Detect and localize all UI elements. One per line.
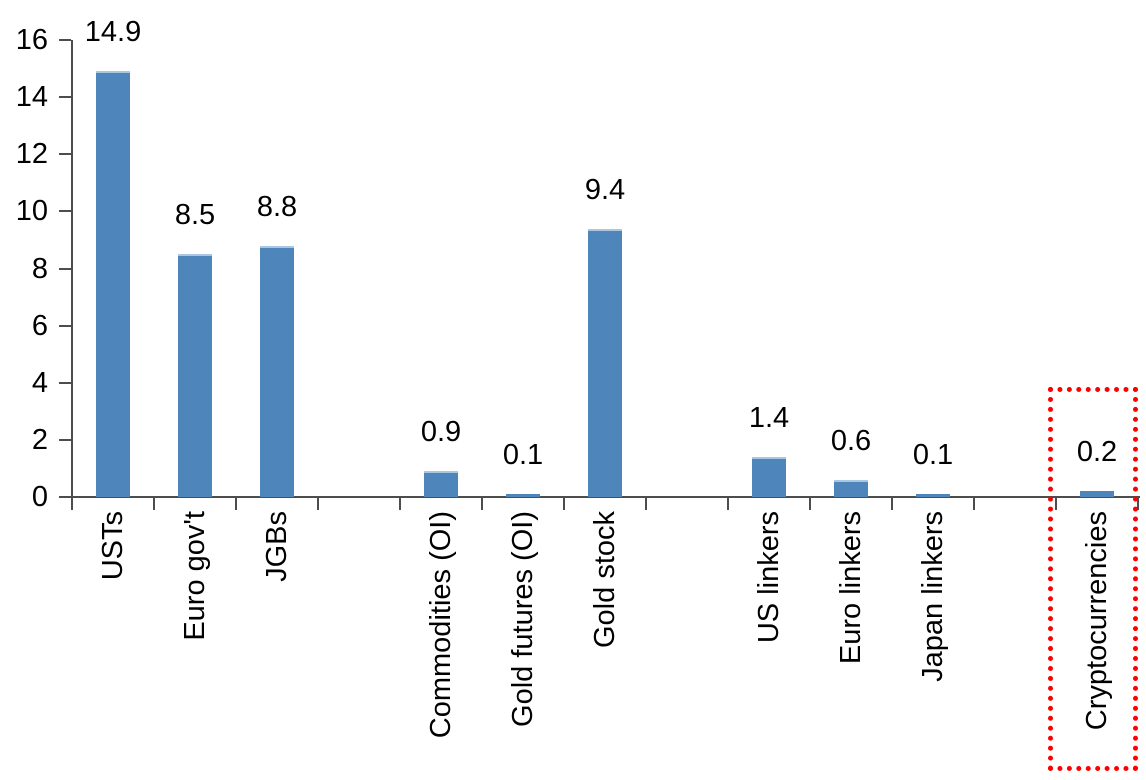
y-axis-tick-label: 6 xyxy=(31,310,48,342)
x-axis-tick xyxy=(563,498,565,510)
bar xyxy=(1080,491,1114,497)
category-label: Japan linkers xyxy=(917,511,949,682)
highlight-box xyxy=(1048,387,1138,771)
category-label: JGBs xyxy=(261,511,293,582)
x-axis-tick xyxy=(645,498,647,510)
category-label-box: Japan linkers xyxy=(912,511,954,777)
y-axis-tick-label: 14 xyxy=(15,81,48,113)
x-axis-tick xyxy=(71,498,73,510)
category-label-box: Euro gov't xyxy=(174,511,216,777)
y-axis-tick xyxy=(59,96,71,98)
value-label: 0.2 xyxy=(1076,436,1118,468)
bar xyxy=(834,480,868,497)
bar xyxy=(916,494,950,497)
x-axis-tick xyxy=(235,498,237,510)
y-axis-tick xyxy=(59,439,71,441)
y-axis-tick xyxy=(59,325,71,327)
bar xyxy=(424,471,458,497)
x-axis-tick xyxy=(727,498,729,510)
x-axis-tick xyxy=(809,498,811,510)
y-axis-tick-label: 2 xyxy=(31,424,48,456)
y-axis-tick-label: 8 xyxy=(31,253,48,285)
x-axis-tick xyxy=(399,498,401,510)
y-axis-tick xyxy=(59,210,71,212)
value-label: 9.4 xyxy=(584,174,626,206)
y-axis-line xyxy=(71,40,73,510)
bar xyxy=(260,246,294,497)
x-axis-tick xyxy=(973,498,975,510)
category-label: US linkers xyxy=(753,511,785,644)
y-axis-tick xyxy=(59,268,71,270)
value-label: 0.6 xyxy=(830,425,872,457)
y-axis-tick xyxy=(59,153,71,155)
category-label-box: US linkers xyxy=(748,511,790,777)
y-axis-tick-label: 0 xyxy=(31,481,48,513)
bar xyxy=(506,494,540,497)
category-label-box: JGBs xyxy=(256,511,298,777)
bar xyxy=(178,254,212,497)
value-label: 8.8 xyxy=(256,191,298,223)
category-label: USTs xyxy=(97,511,129,581)
y-axis-tick-label: 10 xyxy=(15,195,48,227)
x-axis-tick xyxy=(1055,498,1057,510)
category-label-box: USTs xyxy=(92,511,134,777)
x-axis-tick xyxy=(891,498,893,510)
x-axis-tick xyxy=(317,498,319,510)
category-label-box: Gold futures (OI) xyxy=(502,511,544,777)
category-label: Gold futures (OI) xyxy=(507,511,539,727)
value-label: 1.4 xyxy=(748,402,790,434)
value-label: 0.9 xyxy=(420,416,462,448)
category-label-box: Gold stock xyxy=(584,511,626,777)
x-axis-tick xyxy=(153,498,155,510)
category-label: Euro gov't xyxy=(179,511,211,641)
value-label: 8.5 xyxy=(174,199,216,231)
y-axis-tick xyxy=(59,382,71,384)
value-label: 0.1 xyxy=(502,439,544,471)
category-label-box: Commodities (OI) xyxy=(420,511,462,777)
y-axis-tick-label: 4 xyxy=(31,367,48,399)
y-axis-tick-label: 12 xyxy=(15,138,48,170)
value-label: 0.1 xyxy=(912,439,954,471)
bar xyxy=(588,229,622,497)
category-label: Commodities (OI) xyxy=(425,511,457,739)
category-label: Gold stock xyxy=(589,511,621,648)
value-label: 14.9 xyxy=(84,16,142,48)
bar xyxy=(752,457,786,497)
x-axis-tick xyxy=(1137,498,1139,510)
y-axis-tick xyxy=(59,39,71,41)
category-label: Euro linkers xyxy=(835,511,867,665)
x-axis-tick xyxy=(481,498,483,510)
y-axis-tick-label: 16 xyxy=(15,24,48,56)
x-axis-line xyxy=(59,496,1140,498)
category-label-box: Euro linkers xyxy=(830,511,872,777)
bar xyxy=(96,71,130,497)
